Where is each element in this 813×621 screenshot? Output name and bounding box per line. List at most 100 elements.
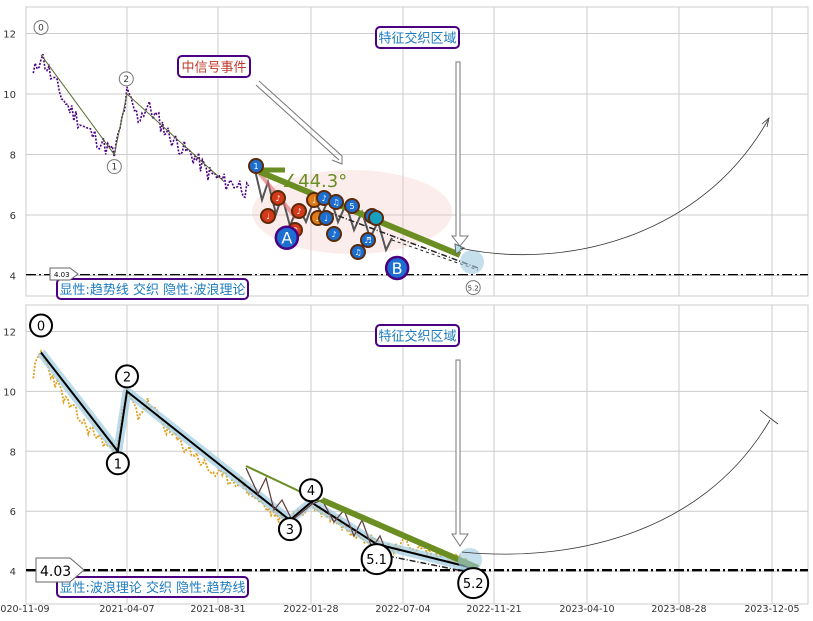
signal-marker	[368, 210, 384, 226]
big-marker-label: A	[281, 229, 292, 248]
big-marker	[384, 255, 410, 281]
wave-label-circle	[457, 567, 490, 600]
signal-marker-glyph: ♩	[312, 196, 316, 205]
signal-marker-glyph: ♪	[321, 194, 326, 203]
zone-pointer	[450, 61, 470, 247]
wave-label: 5.2	[463, 577, 484, 592]
x-tick-label: 2021-04-07	[99, 604, 154, 615]
trend-line-thick	[258, 169, 462, 258]
x-tick-label: 2023-04-10	[559, 604, 614, 615]
wave-label: 4	[307, 484, 315, 499]
wave-label: 1	[111, 163, 117, 173]
x-tick-label: 2022-11-21	[466, 604, 521, 615]
signal-marker-glyph: ♬	[364, 236, 371, 245]
signal-marker	[326, 226, 342, 242]
signal-marker-glyph: ♩	[266, 212, 270, 221]
zone-title: 特征交织区域	[378, 329, 456, 345]
convergence-zone	[458, 548, 482, 572]
wave-label-circle	[360, 543, 393, 576]
angle-label: ∠44.3°	[282, 171, 347, 192]
wave-label: 0	[38, 23, 44, 33]
x-tick-label: 2021-08-31	[190, 604, 245, 615]
explicit-implicit-note-box	[56, 576, 249, 598]
wave-line	[40, 54, 225, 183]
event-title: 中信号事件	[181, 61, 246, 76]
signal-marker	[270, 190, 286, 206]
wave-label-circle	[106, 159, 122, 175]
signal-marker-glyph: ♫	[332, 198, 339, 207]
wave-label-circle	[118, 71, 134, 87]
wave-label: 2	[123, 75, 129, 85]
price-series	[32, 53, 250, 199]
y-tick-label: 10	[3, 387, 16, 398]
wave-label: 1	[114, 457, 122, 472]
sub-wave	[245, 467, 389, 557]
wave-label-circle	[29, 313, 54, 338]
signal-marker-glyph: 5	[349, 202, 354, 211]
projection-arrowhead	[761, 116, 770, 128]
y-tick-label: 8	[10, 151, 16, 162]
wave-label: 3	[286, 523, 294, 538]
plot-area	[25, 6, 809, 297]
event-pointer	[255, 80, 343, 165]
y-tick-label: 12	[3, 30, 16, 41]
signal-marker-glyph: 1	[253, 162, 258, 171]
big-marker	[274, 225, 300, 250]
trend-line-dashdot	[387, 555, 479, 575]
y-tick-label: 10	[3, 90, 16, 101]
plot-area	[25, 304, 809, 605]
explicit-implicit-note: 显性:波浪理论 交织 隐性:趋势线	[59, 580, 245, 596]
big-marker-label: B	[392, 259, 403, 278]
y-tick-label: 4	[10, 272, 16, 283]
signal-marker-glyph: ♪	[275, 194, 280, 203]
explicit-implicit-note: 显性:趋势线 交织 隐性:波浪理论	[59, 282, 245, 298]
signal-marker-glyph: ♪	[296, 207, 301, 216]
signal-marker-glyph: ♪	[331, 230, 336, 239]
signal-marker	[344, 198, 360, 214]
wave-label: 5.1	[366, 553, 387, 568]
wave-label: 5.2	[468, 285, 479, 293]
signal-marker	[350, 244, 366, 260]
y-tick-label: 8	[10, 447, 16, 458]
signal-marker	[328, 194, 344, 210]
wave-label-circle	[33, 19, 49, 35]
zone-title-box	[375, 26, 460, 49]
y-tick-label: 4	[10, 567, 16, 578]
x-tick-label: 2022-07-04	[375, 604, 430, 615]
wave-label-circle	[277, 517, 302, 542]
event-title-box	[177, 55, 251, 78]
signal-marker-glyph: ♩	[324, 214, 328, 223]
wave-label-circle	[115, 364, 139, 389]
y-tick-label: 6	[10, 507, 16, 518]
projection-arrowhead	[759, 409, 779, 425]
signal-marker	[318, 210, 334, 226]
wave-label-circle	[105, 451, 130, 476]
zone-pointer	[451, 359, 469, 547]
y-tick-label: 6	[10, 211, 16, 222]
signal-marker-glyph: ♫	[354, 248, 361, 257]
wave-label-circle	[465, 280, 481, 296]
reference-label: 4.03	[40, 564, 71, 580]
x-tick-label: 2022-01-28	[283, 604, 338, 615]
projection-arc	[461, 419, 771, 555]
wave-label-circle	[299, 478, 323, 503]
reference-label: 4.03	[54, 271, 70, 279]
zone-title-box	[375, 324, 460, 347]
x-tick-label: 2023-08-28	[651, 604, 706, 615]
signal-marker	[248, 158, 264, 174]
trend-line-thick	[320, 497, 480, 571]
signal-marker	[360, 232, 376, 248]
wave-label: 2	[123, 370, 131, 385]
x-tick-label: 2023-12-05	[744, 604, 799, 615]
signal-marker	[260, 208, 276, 224]
reference-tag	[35, 557, 85, 583]
trend-line-dashdot	[327, 211, 479, 269]
zone-title: 特征交织区域	[378, 31, 456, 47]
reference-tag	[49, 267, 79, 281]
wave-label: 0	[37, 320, 45, 335]
chart-panel-2: 46810122020-11-092021-04-072021-08-31202…	[0, 304, 809, 615]
chart-panel-1: 4681012∠44.3°1♩♪♫♪♩♪♪♩♪♫5♫♬•AB0125.2特征交织…	[3, 6, 809, 300]
convergence-zone	[460, 250, 484, 274]
